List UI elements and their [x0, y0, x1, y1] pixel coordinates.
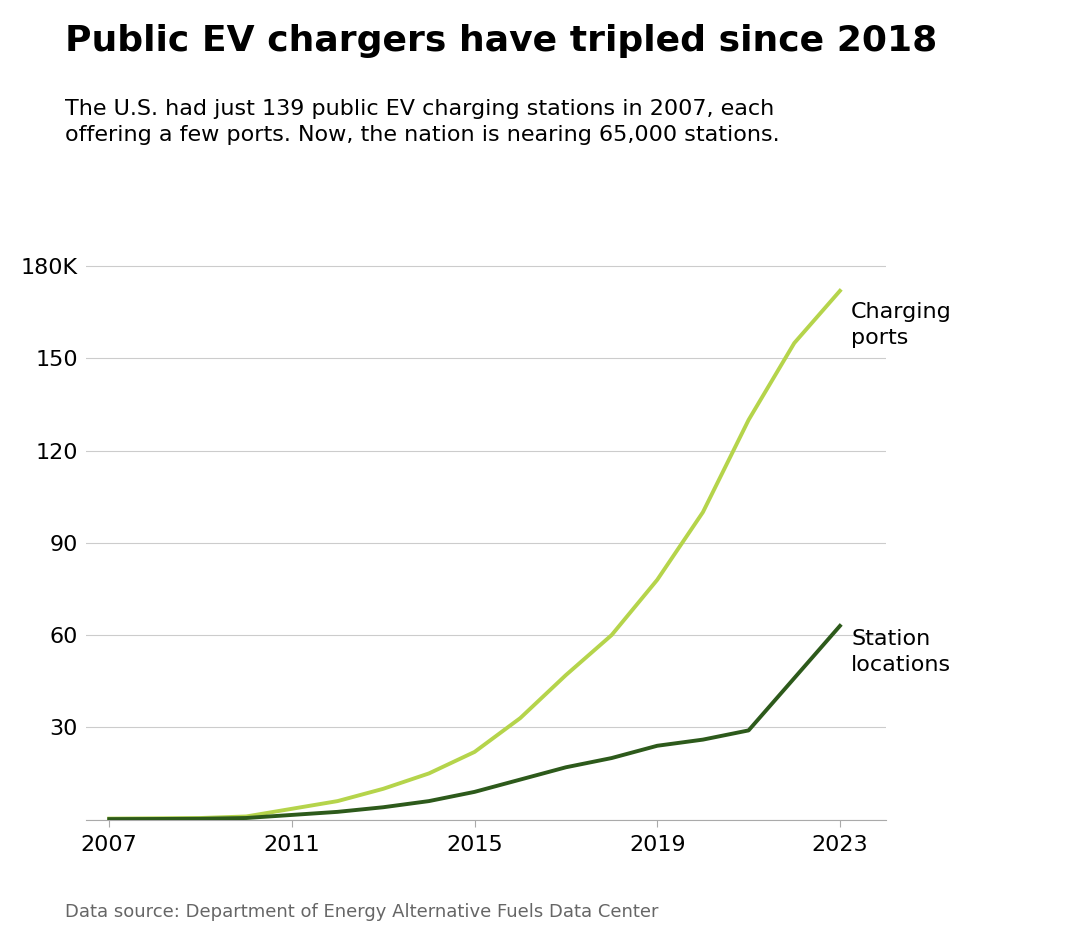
Text: The U.S. had just 139 public EV charging stations in 2007, each
offering a few p: The U.S. had just 139 public EV charging… — [65, 99, 780, 144]
Text: Public EV chargers have tripled since 2018: Public EV chargers have tripled since 20… — [65, 24, 937, 57]
Text: Data source: Department of Energy Alternative Fuels Data Center: Data source: Department of Energy Altern… — [65, 903, 659, 921]
Text: Charging
ports: Charging ports — [851, 302, 951, 349]
Text: Station
locations: Station locations — [851, 628, 951, 675]
